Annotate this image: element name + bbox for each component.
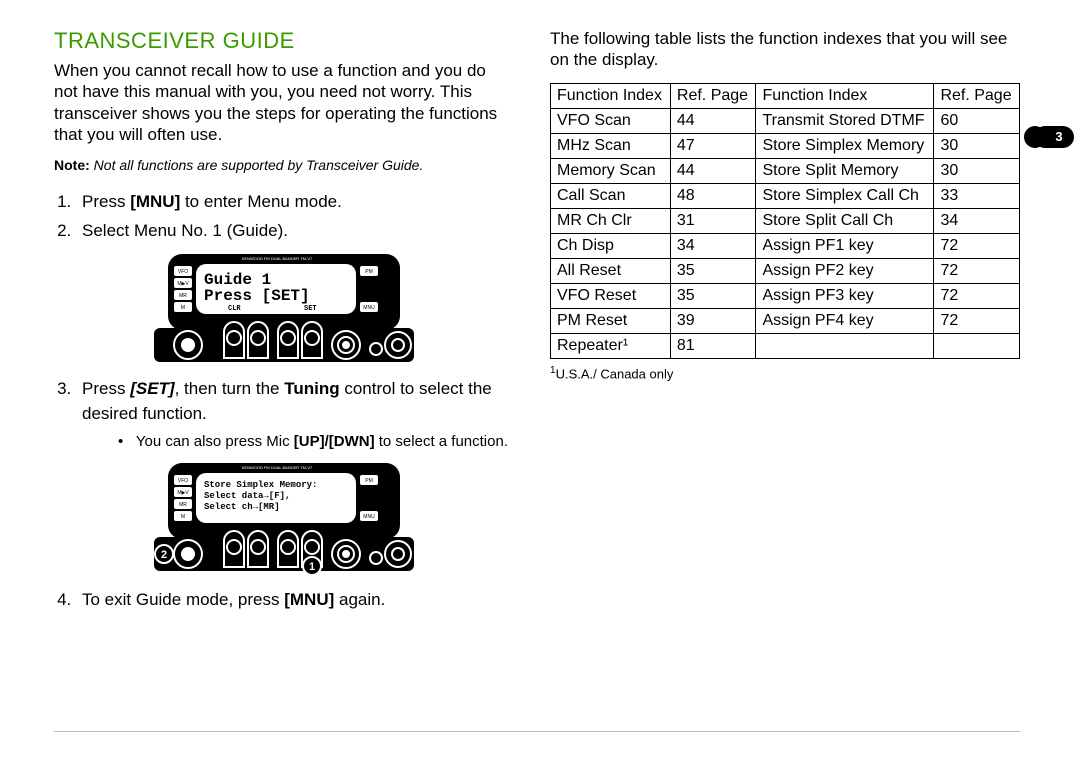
- table-cell: 60: [934, 108, 1020, 133]
- table-row: MR Ch Clr31Store Split Call Ch34: [551, 208, 1020, 233]
- table-row: All Reset35Assign PF2 key72: [551, 258, 1020, 283]
- table-header: Ref. Page: [934, 83, 1020, 108]
- table-cell: 48: [670, 183, 756, 208]
- note-label: Note:: [54, 157, 90, 173]
- table-cell: MHz Scan: [551, 133, 671, 158]
- table-cell: 35: [670, 258, 756, 283]
- table-cell: 31: [670, 208, 756, 233]
- table-cell: Transmit Stored DTMF: [756, 108, 934, 133]
- svg-text:KENWOOD FM DUAL BANDER TM-V7: KENWOOD FM DUAL BANDER TM-V7: [242, 256, 313, 261]
- table-cell: 30: [934, 133, 1020, 158]
- table-cell: 44: [670, 158, 756, 183]
- table-header: Function Index: [551, 83, 671, 108]
- table-cell: PM Reset: [551, 308, 671, 333]
- table-row: VFO Reset35Assign PF3 key72: [551, 283, 1020, 308]
- table-row: Memory Scan44Store Split Memory30: [551, 158, 1020, 183]
- table-row: Ch Disp34Assign PF1 key72: [551, 233, 1020, 258]
- note-line: Note: Not all functions are supported by…: [54, 157, 514, 175]
- table-cell: 72: [934, 308, 1020, 333]
- step-1: Press [MNU] to enter Menu mode.: [76, 189, 514, 215]
- svg-text:Select ch→[MR]: Select ch→[MR]: [204, 502, 280, 512]
- table-header: Function Index: [756, 83, 934, 108]
- table-cell: Repeater¹: [551, 333, 671, 358]
- table-cell: 47: [670, 133, 756, 158]
- table-cell: Ch Disp: [551, 233, 671, 258]
- device-illustration-1: KENWOOD FM DUAL BANDER TM-V7 Guide 1 Pre…: [154, 254, 414, 364]
- table-cell: 44: [670, 108, 756, 133]
- svg-text:Press [SET]: Press [SET]: [204, 287, 310, 305]
- svg-text:PM: PM: [365, 269, 373, 275]
- svg-text:M▶V: M▶V: [177, 281, 189, 287]
- table-row: MHz Scan47Store Simplex Memory30: [551, 133, 1020, 158]
- step-3: Press [SET], then turn the Tuning contro…: [76, 376, 514, 454]
- steps-list-continued: Press [SET], then turn the Tuning contro…: [54, 376, 514, 454]
- table-cell: 39: [670, 308, 756, 333]
- steps-list: Press [MNU] to enter Menu mode. Select M…: [54, 189, 514, 244]
- table-cell: [756, 333, 934, 358]
- step-4: To exit Guide mode, press [MNU] again.: [76, 587, 514, 613]
- svg-text:MNU: MNU: [363, 305, 375, 311]
- svg-text:MR: MR: [179, 293, 187, 299]
- table-cell: 72: [934, 258, 1020, 283]
- svg-text:VFO: VFO: [178, 269, 188, 275]
- note-text: Not all functions are supported by Trans…: [90, 157, 424, 173]
- step-3-bullet: You can also press Mic [UP]/[DWN] to sel…: [112, 431, 514, 454]
- table-cell: Store Simplex Call Ch: [756, 183, 934, 208]
- footer-rule: [54, 731, 1020, 732]
- page-number-tab: 3: [1024, 126, 1074, 148]
- device-illustration-2: KENWOOD FM DUAL BANDER TM-V7 Store Simpl…: [154, 463, 414, 575]
- svg-text:3: 3: [1055, 129, 1062, 144]
- table-cell: MR Ch Clr: [551, 208, 671, 233]
- function-index-table: Function IndexRef. PageFunction IndexRef…: [550, 83, 1020, 359]
- svg-text:VFO: VFO: [178, 478, 188, 484]
- svg-text:M: M: [181, 514, 185, 520]
- svg-text:2: 2: [161, 549, 167, 561]
- table-row: PM Reset39Assign PF4 key72: [551, 308, 1020, 333]
- svg-text:KENWOOD FM DUAL BANDER TM-V7: KENWOOD FM DUAL BANDER TM-V7: [242, 465, 313, 470]
- table-header: Ref. Page: [670, 83, 756, 108]
- svg-text:M▶V: M▶V: [177, 490, 189, 496]
- table-cell: VFO Scan: [551, 108, 671, 133]
- table-row: Call Scan48Store Simplex Call Ch33: [551, 183, 1020, 208]
- table-cell: Store Split Call Ch: [756, 208, 934, 233]
- table-cell: 35: [670, 283, 756, 308]
- svg-text:CLR: CLR: [228, 305, 241, 313]
- page-title: TRANSCEIVER GUIDE: [54, 28, 514, 54]
- table-cell: 33: [934, 183, 1020, 208]
- table-cell: 34: [670, 233, 756, 258]
- svg-text:M: M: [181, 305, 185, 311]
- table-cell: Assign PF1 key: [756, 233, 934, 258]
- table-row: VFO Scan44Transmit Stored DTMF60: [551, 108, 1020, 133]
- table-cell: Store Split Memory: [756, 158, 934, 183]
- table-cell: Assign PF3 key: [756, 283, 934, 308]
- table-intro: The following table lists the function i…: [550, 28, 1020, 71]
- table-cell: 34: [934, 208, 1020, 233]
- table-footnote: 1U.S.A./ Canada only: [550, 365, 1020, 381]
- table-cell: Assign PF2 key: [756, 258, 934, 283]
- table-cell: All Reset: [551, 258, 671, 283]
- table-row: Repeater¹81: [551, 333, 1020, 358]
- table-cell: VFO Reset: [551, 283, 671, 308]
- table-cell: Memory Scan: [551, 158, 671, 183]
- svg-text:1: 1: [309, 561, 315, 573]
- svg-text:Select data→[F],: Select data→[F],: [204, 491, 290, 501]
- table-cell: 81: [670, 333, 756, 358]
- svg-text:Store Simplex Memory:: Store Simplex Memory:: [204, 480, 317, 490]
- intro-paragraph: When you cannot recall how to use a func…: [54, 60, 514, 145]
- table-cell: 72: [934, 283, 1020, 308]
- table-cell: 72: [934, 233, 1020, 258]
- step-2: Select Menu No. 1 (Guide).: [76, 218, 514, 244]
- table-cell: Assign PF4 key: [756, 308, 934, 333]
- table-cell: Store Simplex Memory: [756, 133, 934, 158]
- step-3-sublist: You can also press Mic [UP]/[DWN] to sel…: [100, 431, 514, 454]
- svg-text:MNU: MNU: [363, 514, 375, 520]
- table-cell: [934, 333, 1020, 358]
- svg-text:MR: MR: [179, 502, 187, 508]
- svg-text:PM: PM: [365, 478, 373, 484]
- steps-list-final: To exit Guide mode, press [MNU] again.: [54, 587, 514, 613]
- table-cell: 30: [934, 158, 1020, 183]
- table-cell: Call Scan: [551, 183, 671, 208]
- svg-text:SET: SET: [304, 305, 317, 313]
